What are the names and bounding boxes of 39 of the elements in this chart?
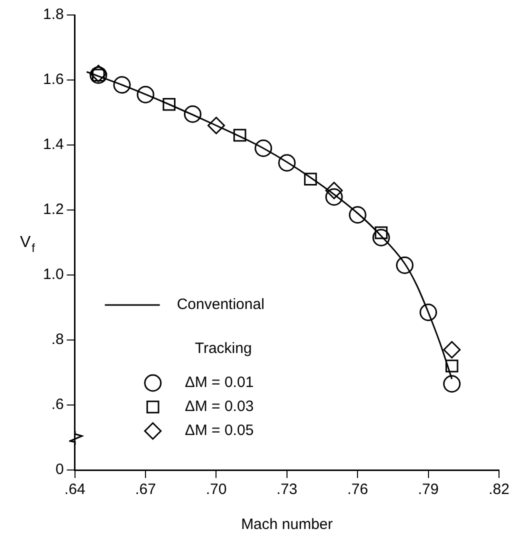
point [325, 182, 343, 200]
x-tick-label: .73 [276, 481, 298, 498]
y-tick-label: 1.6 [42, 71, 64, 88]
x-tick-label: .76 [347, 481, 368, 498]
x-tick-label: .82 [488, 481, 510, 498]
point [184, 105, 202, 123]
point [304, 172, 317, 186]
point [445, 360, 458, 372]
point [254, 140, 272, 157]
point [113, 76, 131, 94]
point [348, 206, 366, 224]
legend-title: Tracking [194, 340, 252, 358]
point [420, 304, 438, 322]
legend-label: ΔM = 0.05 [184, 422, 254, 440]
x-tick-label: .64 [64, 481, 86, 498]
point [396, 256, 414, 274]
legend-label: Conventional [176, 296, 264, 314]
y-tick-label: 1.2 [42, 201, 64, 218]
y-tick-label: .8 [51, 331, 64, 348]
point [207, 116, 225, 134]
point [372, 228, 390, 246]
x-tick-label: .70 [206, 481, 227, 498]
point [443, 375, 461, 393]
y-tick-label: 1.8 [42, 6, 64, 24]
point [136, 86, 154, 104]
y-tick-label: 0 [56, 461, 64, 478]
x-axis-title: Mach number [241, 516, 333, 534]
point [325, 188, 343, 206]
y-tick-label: 1.4 [42, 136, 64, 154]
point [278, 154, 296, 172]
x-tick-label: .67 [135, 481, 156, 498]
x-tick-label: .79 [418, 481, 439, 498]
legend-label: ΔM = 0.01 [184, 374, 254, 392]
y-tick-label: .6 [51, 396, 64, 414]
legend-label: ΔM = 0.03 [184, 398, 254, 416]
point [443, 341, 461, 358]
point [233, 128, 246, 142]
y-tick-label: 1.0 [42, 266, 64, 284]
point [162, 98, 176, 111]
